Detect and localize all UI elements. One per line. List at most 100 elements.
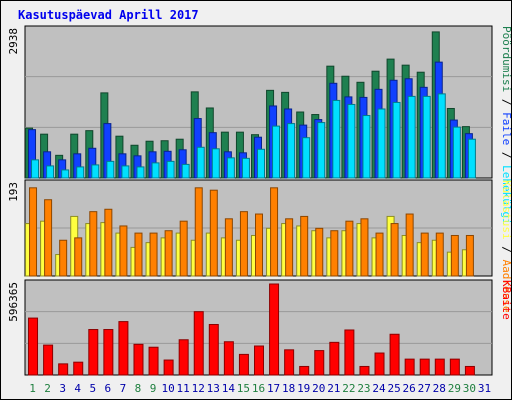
- bar-bottom-kbaite-day-30: [464, 365, 475, 376]
- x-tick-label-19: 19: [297, 382, 310, 395]
- bar-middle-aadresse-day-16: [255, 213, 263, 277]
- panel-top: 2938 Pöördumisi / Faile / Lehekülgi: [7, 25, 512, 225]
- bar-bottom-kbaite-day-25: [389, 333, 400, 376]
- x-tick-label-8: 8: [135, 382, 142, 395]
- bar-top-lehekülgi-day-25: [392, 101, 401, 179]
- bar-middle-aadresse-day-11: [179, 220, 188, 277]
- legend-külastusi: Külastusi: [500, 180, 512, 240]
- bar-middle-aadresse-day-17: [270, 187, 279, 277]
- x-tick-label-6: 6: [105, 382, 112, 395]
- x-tick-label-18: 18: [282, 382, 295, 395]
- bar-bottom-kbaite-day-19: [299, 365, 310, 376]
- bar-top-lehekülgi-day-28: [437, 93, 446, 179]
- legend-kbaite: KBaite: [500, 280, 512, 320]
- bar-top-lehekülgi-day-20: [317, 122, 326, 179]
- bar-top-lehekülgi-day-24: [377, 108, 386, 179]
- bar-top-lehekülgi-day-13: [211, 148, 220, 179]
- bar-top-lehekülgi-day-14: [226, 157, 235, 179]
- bar-bottom-kbaite-day-15: [238, 353, 249, 376]
- bar-bottom-kbaite-day-14: [223, 341, 234, 376]
- bar-middle-aadresse-day-7: [119, 225, 128, 277]
- bar-bottom-kbaite-day-28: [434, 358, 445, 376]
- bar-middle-aadresse-day-6: [104, 208, 113, 277]
- bar-top-lehekülgi-day-9: [151, 162, 160, 179]
- bar-bottom-kbaite-day-9: [148, 346, 159, 376]
- bar-top-lehekülgi-day-3: [61, 169, 70, 179]
- bar-top-lehekülgi-day-11: [181, 163, 190, 179]
- bar-top-lehekülgi-day-12: [196, 146, 205, 179]
- bar-top-lehekülgi-day-16: [257, 148, 265, 179]
- bar-top-lehekülgi-day-18: [287, 123, 296, 179]
- bar-top-lehekülgi-day-23: [362, 115, 371, 179]
- x-tick-label-1: 1: [29, 382, 36, 395]
- chart-title: Kasutuspäevad Aprill 2017: [18, 8, 199, 22]
- bar-middle-aadresse-day-12: [194, 187, 203, 277]
- bar-top-lehekülgi-day-10: [166, 160, 175, 179]
- x-tick-label-20: 20: [312, 382, 325, 395]
- bar-bottom-kbaite-day-21: [329, 341, 340, 376]
- bar-bottom-kbaite-day-23: [359, 365, 370, 376]
- bar-top-lehekülgi-day-1: [31, 159, 40, 179]
- bar-middle-aadresse-day-15: [239, 211, 248, 277]
- bar-middle-aadresse-day-4: [74, 237, 83, 277]
- x-tick-label-13: 13: [207, 382, 220, 395]
- bar-middle-aadresse-day-13: [209, 189, 218, 277]
- bar-top-lehekülgi-day-2: [46, 165, 55, 179]
- bar-top-lehekülgi-day-7: [121, 165, 130, 179]
- x-tick-label-16: 16: [252, 382, 265, 395]
- legend-pöördumisi: Pöördumisi: [500, 26, 512, 92]
- bar-bottom-kbaite-day-10: [163, 359, 174, 376]
- x-tick-label-3: 3: [59, 382, 66, 395]
- legend-lehekülgi: Lehekülgi: [500, 165, 512, 225]
- bar-bottom-kbaite-day-3: [58, 363, 69, 376]
- x-tick-label-30: 30: [463, 382, 476, 395]
- x-tick-label-9: 9: [150, 382, 157, 395]
- bar-middle-aadresse-day-5: [89, 211, 98, 277]
- legend-faile: Faile: [500, 112, 512, 145]
- panel-bottom: 596365 KBaite: [7, 279, 512, 376]
- bar-bottom-kbaite-day-7: [118, 321, 129, 376]
- bar-bottom-kbaite-day-27: [419, 358, 430, 376]
- bar-top-lehekülgi-day-4: [76, 166, 85, 179]
- x-tick-label-29: 29: [448, 382, 461, 395]
- x-tick-label-15: 15: [237, 382, 250, 395]
- right-legend: Pöördumisi / Faile / Lehekülgi: [500, 26, 512, 225]
- y-max-label: 193: [7, 182, 20, 202]
- bar-middle-aadresse-day-19: [300, 215, 309, 277]
- bar-top-lehekülgi-day-8: [136, 166, 145, 179]
- bar-bottom-kbaite-day-5: [88, 329, 99, 376]
- bar-middle-aadresse-day-8: [134, 232, 143, 277]
- bar-middle-aadresse-day-3: [59, 239, 68, 277]
- bar-bottom-kbaite-day-8: [133, 343, 144, 376]
- bar-top-lehekülgi-day-19: [302, 137, 311, 179]
- bar-middle-aadresse-day-20: [315, 227, 324, 277]
- bar-middle-aadresse-day-22: [345, 220, 354, 277]
- bar-middle-aadresse-day-14: [224, 218, 233, 277]
- legend-aadresse: Aadresse: [500, 259, 512, 312]
- bar-middle-aadresse-day-1: [29, 187, 38, 277]
- x-tick-label-27: 27: [418, 382, 431, 395]
- y-max-label: 596365: [7, 282, 20, 322]
- x-tick-label-21: 21: [327, 382, 340, 395]
- bar-middle-aadresse-day-21: [330, 230, 339, 277]
- x-tick-label-4: 4: [74, 382, 81, 395]
- bar-bottom-kbaite-day-11: [178, 339, 189, 376]
- x-tick-label-12: 12: [192, 382, 205, 395]
- bar-middle-aadresse-day-30: [465, 234, 474, 277]
- x-tick-label-7: 7: [120, 382, 127, 395]
- bar-bottom-kbaite-day-26: [404, 358, 415, 376]
- bar-middle-aadresse-day-2: [44, 199, 53, 277]
- bar-middle-aadresse-day-25: [390, 223, 399, 277]
- x-tick-label-23: 23: [357, 382, 370, 395]
- bar-top-lehekülgi-day-29: [452, 126, 461, 179]
- bar-middle-aadresse-day-26: [405, 213, 414, 277]
- x-tick-label-14: 14: [222, 382, 236, 395]
- bar-bottom-kbaite-day-1: [28, 317, 39, 376]
- bar-middle-aadresse-day-27: [420, 232, 429, 277]
- x-tick-label-25: 25: [387, 382, 400, 395]
- right-legend: Külastusi / Aadresse: [500, 180, 512, 312]
- y-max-label: 2938: [7, 28, 20, 55]
- bar-bottom-kbaite-day-22: [344, 329, 355, 376]
- bar-bottom-kbaite-day-18: [284, 349, 295, 376]
